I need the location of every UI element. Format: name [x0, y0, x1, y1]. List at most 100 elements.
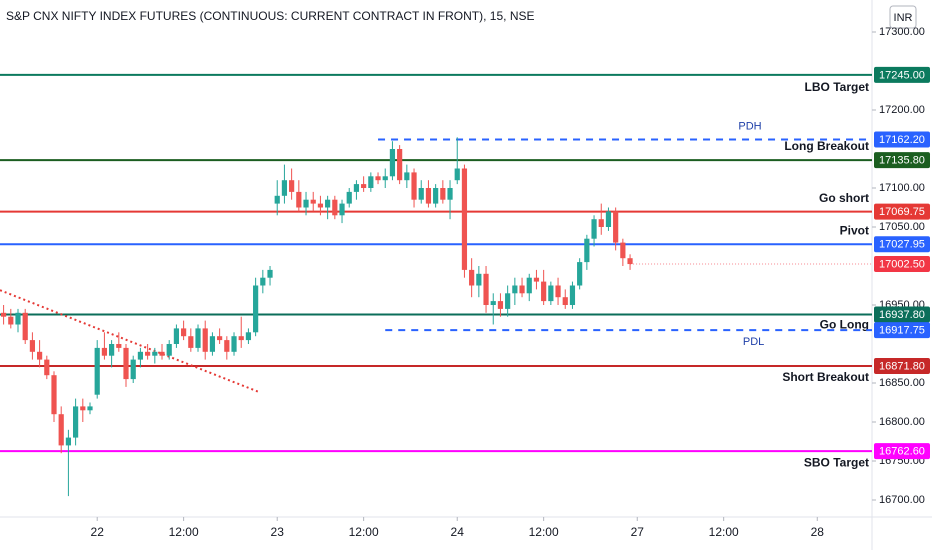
price-tag-label: 16937.80 [879, 309, 925, 321]
candle-body [51, 375, 57, 415]
price-tag-label: 17069.75 [879, 206, 925, 218]
level-name: Go short [819, 191, 869, 205]
candle-body [591, 219, 597, 239]
level-name: Go Long [820, 318, 869, 332]
candle-body [317, 203, 324, 208]
price-tag-label: 17002.50 [879, 258, 925, 270]
candle-body [116, 344, 122, 348]
candle-body [555, 285, 561, 298]
candle-body [505, 293, 511, 309]
candle-body [476, 273, 482, 286]
trendline [0, 289, 261, 394]
candle-body [101, 347, 108, 356]
candle-body [404, 172, 410, 181]
candle-body [361, 184, 367, 188]
candle-body [29, 340, 36, 352]
candle-body [245, 332, 252, 341]
candle-body [109, 344, 115, 356]
candle-body [267, 269, 273, 278]
candle-body [562, 297, 568, 305]
x-tick-label: 23 [271, 525, 285, 539]
candle-body [497, 301, 504, 309]
candle-body [231, 336, 237, 352]
dashed-level-name: PDH [738, 120, 761, 132]
x-tick-label: 12:00 [709, 525, 739, 539]
x-tick-label: 22 [91, 525, 105, 539]
price-tag-label: 16762.60 [879, 446, 925, 458]
price-tag [874, 131, 930, 148]
candle-body [584, 238, 590, 263]
x-tick-label: 24 [451, 525, 465, 539]
y-tick-label: 16700.00 [879, 494, 925, 506]
candle-body [325, 199, 331, 208]
candle-body [238, 336, 244, 341]
level-name: SBO Target [804, 455, 869, 469]
dashed-level-name: PDL [743, 336, 764, 348]
candle-body [397, 149, 403, 181]
candle-body [224, 340, 230, 352]
candle-body [447, 188, 453, 200]
candle-body [382, 176, 388, 181]
candle-body [613, 211, 619, 243]
price-tag-label: 17245.00 [879, 69, 925, 81]
price-tag [874, 357, 930, 374]
candle-body [541, 281, 547, 302]
candle-body [209, 336, 216, 352]
candle-body [73, 406, 79, 438]
candle-body [202, 328, 208, 352]
candle-body [166, 344, 172, 356]
candle-body [253, 285, 259, 333]
price-tag [874, 322, 930, 339]
candle-body [296, 191, 302, 208]
price-tag-label: 17162.20 [879, 134, 925, 146]
candle-body [303, 199, 309, 208]
price-tag-label: 16871.80 [879, 360, 925, 372]
candle-body [65, 437, 72, 446]
candle-body [87, 406, 93, 411]
candle-body [188, 336, 194, 348]
price-tag [874, 236, 930, 253]
candle-body [152, 351, 158, 356]
candle-body [411, 172, 417, 200]
candle-body [461, 168, 468, 270]
candle-body [454, 168, 460, 181]
candle-body [181, 328, 187, 337]
candle-body [490, 301, 496, 305]
candle-body [289, 180, 295, 192]
candle-body [353, 184, 360, 192]
candle-body [346, 191, 352, 204]
candle-body [483, 273, 489, 305]
candle-body [433, 188, 439, 204]
currency-box[interactable] [889, 5, 917, 29]
candle-body [519, 285, 525, 294]
price-tag-label: 16917.75 [879, 325, 925, 337]
price-tag-label: 17135.80 [879, 154, 925, 166]
candle-body [425, 188, 432, 204]
candle-body [22, 312, 28, 341]
candle-body [137, 351, 144, 360]
level-name: Long Breakout [784, 139, 869, 153]
candle-body [526, 277, 532, 294]
candle-body [80, 406, 86, 411]
candle-body [469, 269, 475, 286]
candle-body [260, 277, 266, 286]
candle-body [569, 285, 576, 305]
candle-body [37, 351, 43, 360]
candle-body [368, 176, 374, 188]
candle-body [440, 188, 446, 200]
price-tag [874, 306, 930, 323]
level-name: LBO Target [805, 80, 869, 94]
candle-body [130, 359, 136, 380]
candle-body [418, 188, 424, 200]
currency: INR [894, 12, 913, 24]
y-tick-label: 17050.00 [879, 221, 925, 233]
x-tick-label: 12:00 [529, 525, 559, 539]
candle-body [548, 285, 554, 302]
x-tick-label: 12:00 [169, 525, 199, 539]
candle-body [339, 203, 345, 216]
candle-body [605, 211, 612, 227]
candle-body [274, 195, 280, 204]
candle-body [598, 219, 604, 227]
candle-body [44, 359, 50, 376]
